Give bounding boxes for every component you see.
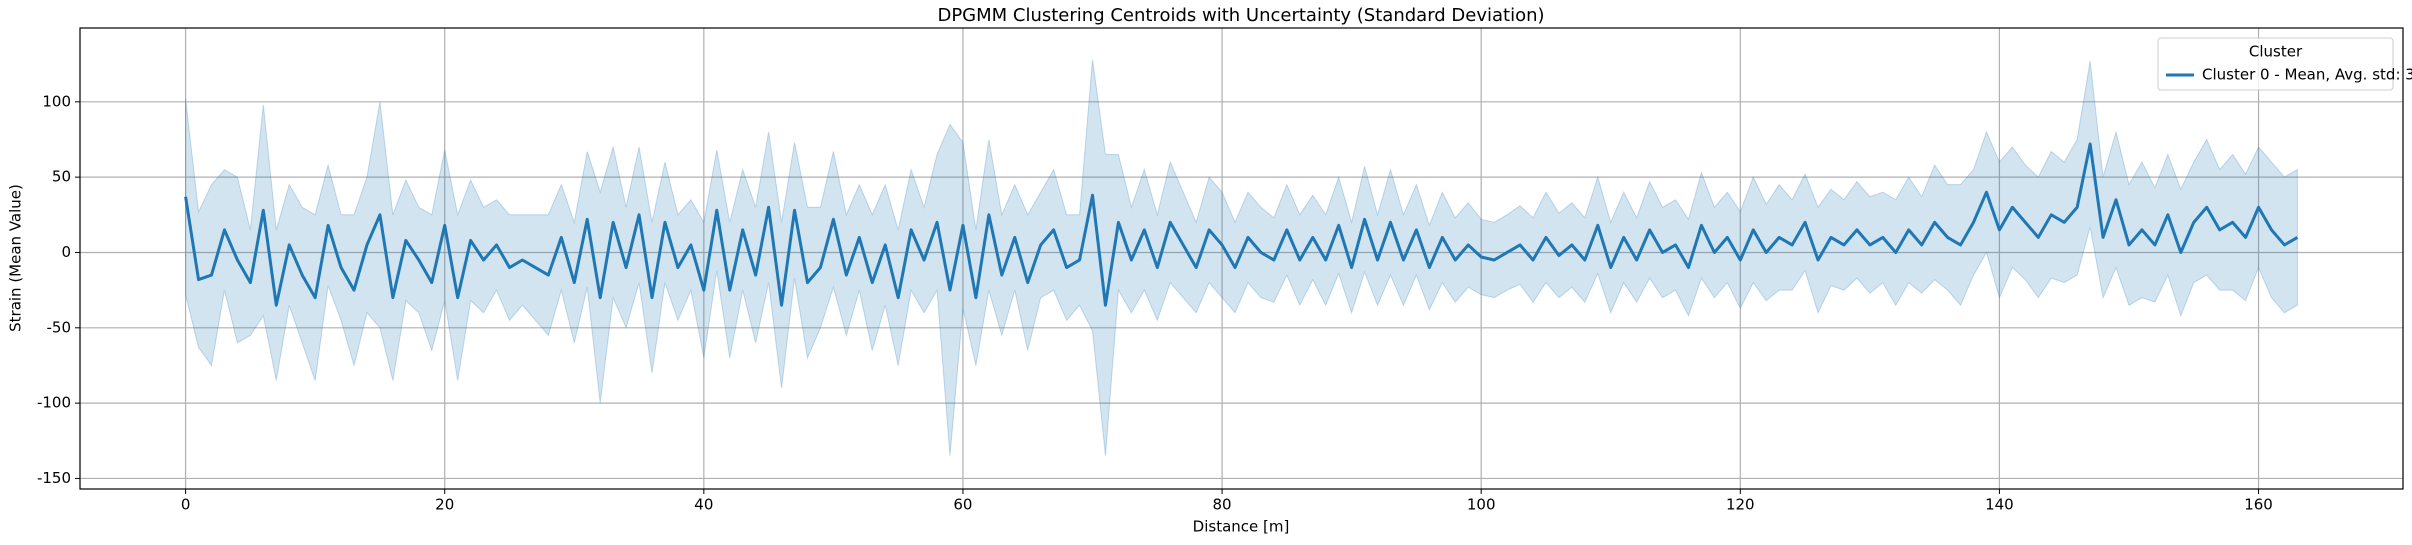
chart-title: DPGMM Clustering Centroids with Uncertai… [937,5,1544,26]
x-tick-label: 80 [1213,496,1232,514]
x-tick-label: 20 [435,496,454,514]
x-tick-label: 140 [1985,496,2014,514]
y-tick-label: 50 [52,168,71,186]
legend-title: Cluster [2249,43,2303,61]
y-axis-label: Strain (Mean Value) [7,184,25,332]
y-tick-label: -150 [37,469,71,487]
std-band [185,59,2298,456]
x-tick-label: 160 [2244,496,2273,514]
x-tick-label: 0 [181,496,191,514]
mean-line [184,142,2299,307]
x-axis-label: Distance [m] [1193,518,1290,536]
y-tick-label: -50 [47,318,72,336]
y-tick-label: 100 [42,92,71,110]
legend-box [2157,37,2394,91]
x-tick-label: 100 [1467,496,1496,514]
axes-frame [79,27,2404,490]
x-tick-label: 120 [1726,496,1755,514]
y-tick-label: -100 [37,394,71,412]
x-tick-label: 40 [694,496,713,514]
legend-label: Cluster 0 - Mean, Avg. std: 36.42 [2202,66,2412,84]
y-tick-label: 0 [61,243,71,261]
x-tick-label: 60 [953,496,972,514]
